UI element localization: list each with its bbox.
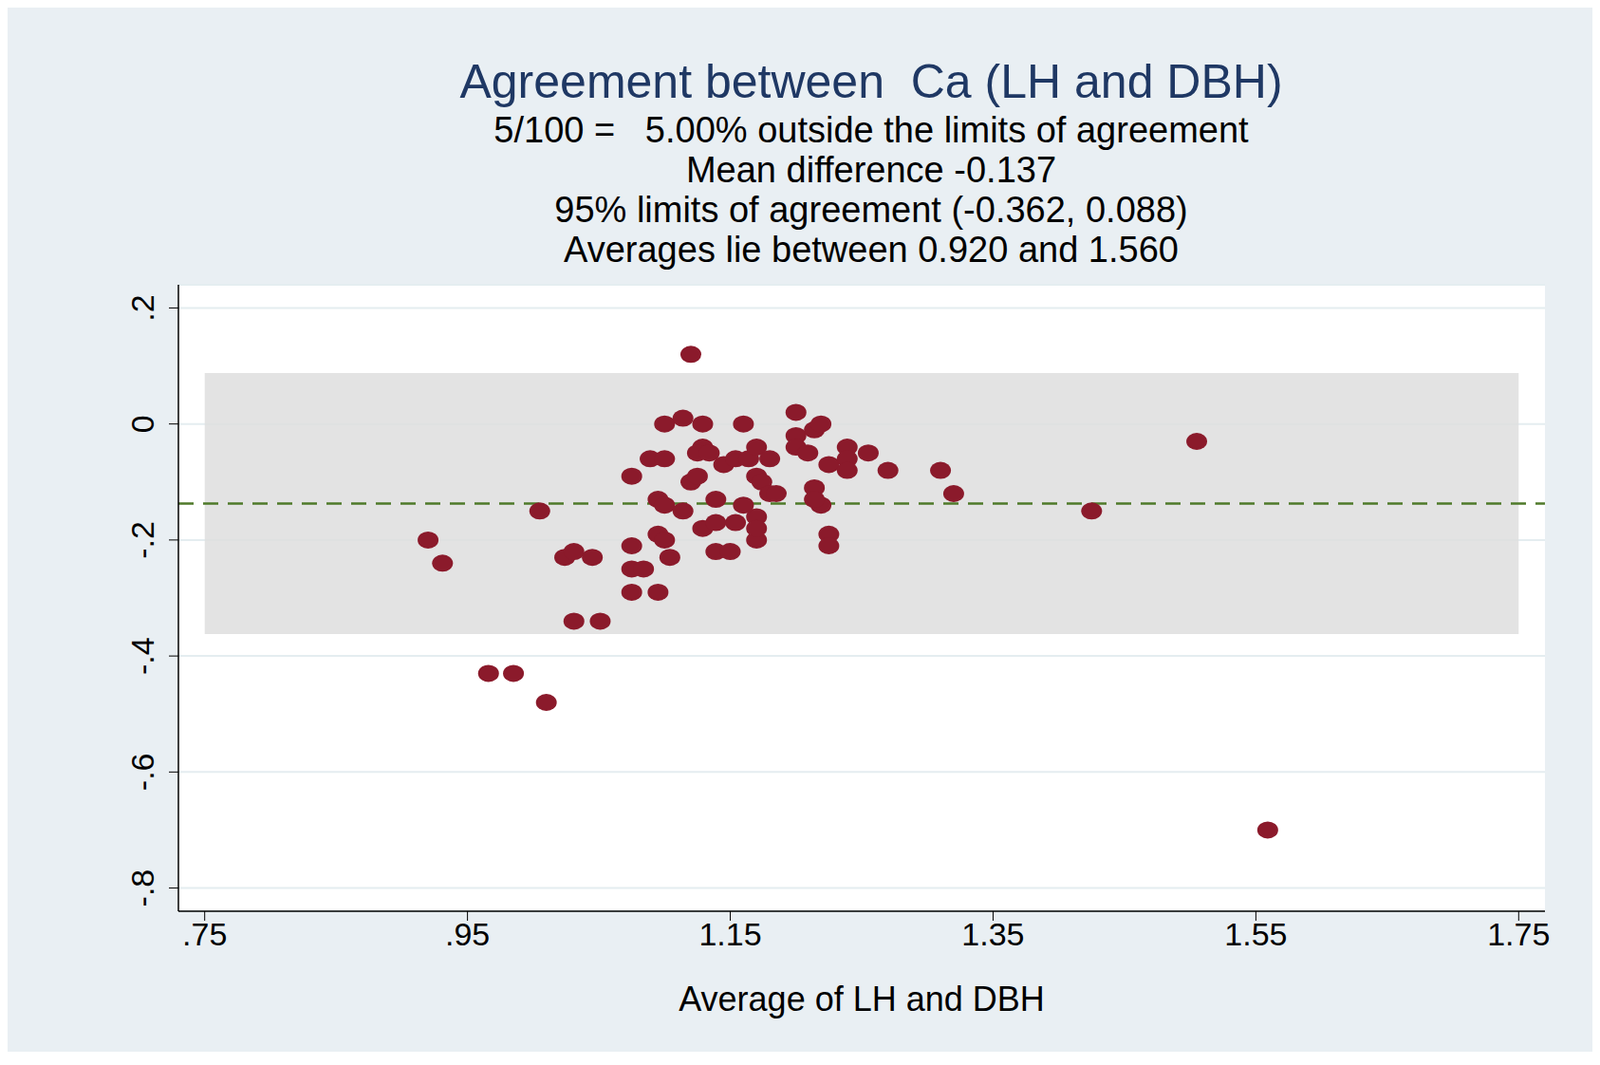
svg-text:.2: .2: [124, 294, 161, 321]
html-text:95% limits of agreement (-0.36: 95% limits of agreement (-0.362, 0.088): [554, 189, 1188, 230]
svg-text:-.8: -.8: [124, 869, 161, 908]
svg-text:-.6: -.6: [124, 752, 161, 791]
svg-text:Average of LH and DBH: Average of LH and DBH: [678, 979, 1045, 1019]
svg-text:1.75: 1.75: [1487, 915, 1550, 952]
svg-text:-.2: -.2: [124, 520, 161, 559]
svg-text:-.4: -.4: [124, 636, 161, 675]
svg-text:1.55: 1.55: [1224, 915, 1287, 952]
html-text:Agreement between Ca (LH and D: Agreement between Ca (LH and DBH): [459, 55, 1283, 109]
svg-text:1.15: 1.15: [698, 915, 762, 952]
html-text:Averages lie between 0.920 and: Averages lie between 0.920 and 1.560: [563, 229, 1179, 270]
svg-text:0: 0: [124, 414, 161, 433]
html-text:5/100 = 5.00% outside the limi: 5/100 = 5.00% outside the limits of agre…: [493, 110, 1249, 150]
svg-text:.95: .95: [445, 915, 490, 952]
html-text:Mean difference -0.137: Mean difference -0.137: [686, 149, 1057, 190]
svg-text:1.35: 1.35: [961, 915, 1024, 952]
svg-text:.75: .75: [182, 915, 227, 952]
